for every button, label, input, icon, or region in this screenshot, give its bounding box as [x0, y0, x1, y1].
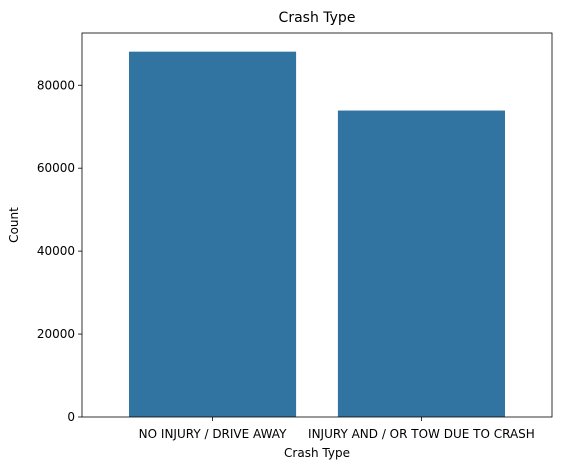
- y-axis: 0 20000 40000 60000 80000: [37, 78, 82, 424]
- x-tick-label-1: INJURY AND / OR TOW DUE TO CRASH: [308, 427, 535, 441]
- bar-0: [129, 52, 296, 417]
- bar-1: [338, 111, 505, 417]
- chart-title: Crash Type: [279, 10, 356, 26]
- y-tick-label-1: 20000: [37, 327, 75, 341]
- x-tick-label-0: NO INJURY / DRIVE AWAY: [139, 427, 287, 441]
- y-tick-label-3: 60000: [37, 161, 75, 175]
- y-tick-label-0: 0: [67, 410, 75, 424]
- y-tick-label-4: 80000: [37, 78, 75, 92]
- x-axis: NO INJURY / DRIVE AWAY INJURY AND / OR TO…: [139, 417, 535, 441]
- bars-layer: [129, 52, 505, 417]
- y-axis-title: Count: [7, 207, 21, 243]
- x-axis-title: Crash Type: [284, 446, 350, 460]
- y-tick-label-2: 40000: [37, 244, 75, 258]
